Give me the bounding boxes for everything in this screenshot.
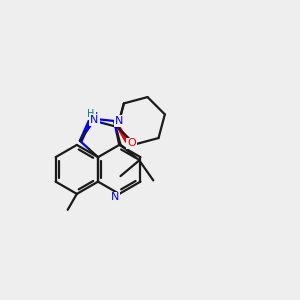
Text: N: N bbox=[90, 115, 99, 125]
Text: H: H bbox=[87, 109, 94, 119]
Text: N: N bbox=[90, 112, 98, 122]
Text: N: N bbox=[115, 116, 123, 126]
Text: N: N bbox=[111, 193, 119, 202]
Text: O: O bbox=[127, 138, 136, 148]
